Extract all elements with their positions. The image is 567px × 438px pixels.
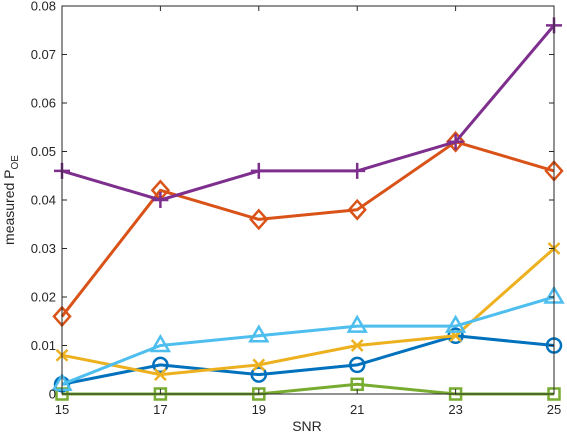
y-axis-title: measured POE	[1, 155, 21, 245]
data-point-triangle	[346, 314, 368, 333]
data-point-plus	[250, 162, 267, 179]
data-point-diamond	[445, 130, 466, 153]
plot-background	[62, 6, 554, 394]
data-point-triangle	[444, 314, 467, 333]
data-point-x	[350, 339, 364, 352]
axes-layer: 15 17 19 21 23 25 0 0.01 0.02 0.03 0.04 0.05 0.06 0.0…	[31, 0, 562, 417]
y-axis-title-subscript: OE	[10, 155, 21, 170]
data-point-circle	[250, 366, 268, 383]
series-4-line	[61, 24, 556, 202]
y-tick-label: 0.05	[31, 144, 56, 159]
data-point-plus	[152, 192, 169, 208]
y-tick-label: 0.02	[31, 290, 56, 305]
plot-area	[62, 6, 554, 394]
data-point-circle	[152, 356, 169, 374]
x-tick-label: 25	[547, 402, 561, 417]
data-point-circle	[348, 356, 366, 374]
y-tick-label: 0.03	[31, 241, 56, 256]
series-6-line	[61, 295, 555, 386]
y-tick-label: 0.08	[31, 0, 56, 14]
y-tick-label: 0.01	[31, 338, 56, 353]
x-tick-label: 23	[448, 402, 462, 417]
series-1-line	[61, 334, 555, 386]
data-point-diamond	[249, 208, 269, 231]
data-point-plus	[447, 133, 464, 150]
x-tick-label: 15	[55, 402, 69, 417]
y-tick-label: 0.06	[31, 96, 56, 111]
x-tick-label: 21	[350, 402, 364, 417]
y-tick-label: 0.07	[31, 47, 56, 62]
y-tick-label: 0.04	[31, 193, 56, 208]
x-tick-label: 17	[153, 402, 167, 417]
series-2-line	[60, 140, 555, 318]
data-point-x	[154, 368, 167, 381]
data-point-diamond	[347, 198, 367, 221]
y-axis-title-main: measured P	[1, 169, 17, 244]
data-point-triangle	[149, 334, 172, 353]
x-tick-label: 19	[252, 402, 266, 417]
data-point-plus	[349, 162, 366, 179]
x-axis-title: SNR	[292, 418, 322, 434]
y-tick-label: 0	[49, 387, 56, 402]
data-point-x	[252, 358, 266, 372]
data-point-triangle	[248, 324, 270, 343]
